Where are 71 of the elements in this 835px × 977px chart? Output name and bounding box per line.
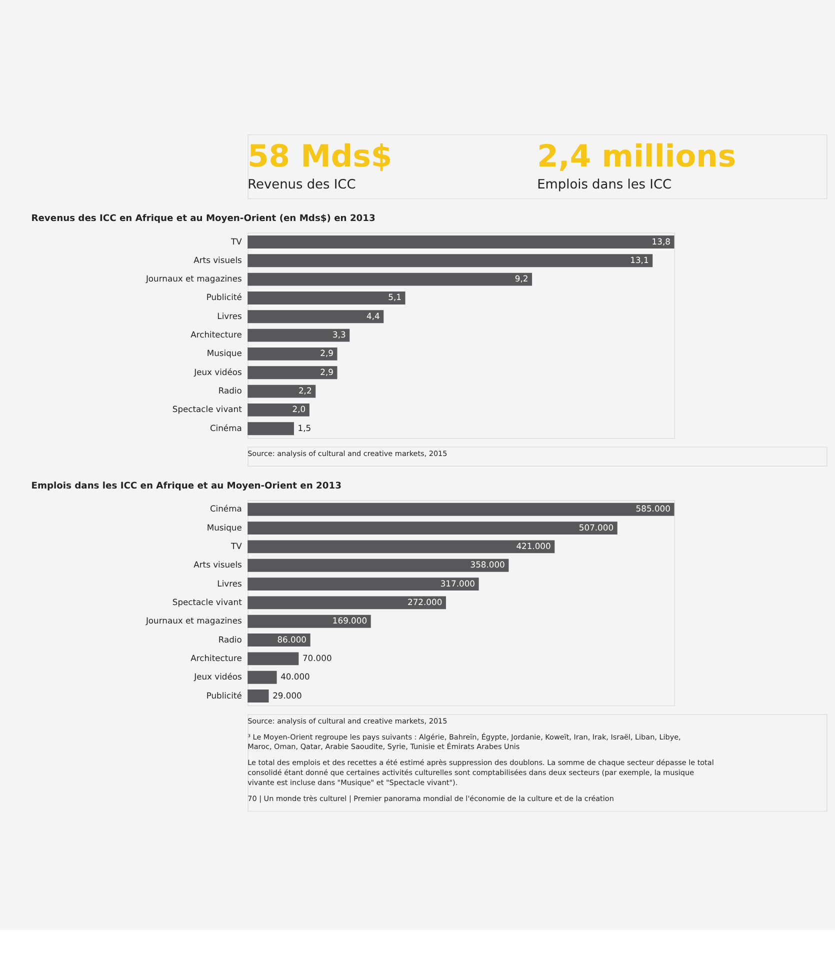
- data-label: 1,5: [298, 422, 312, 433]
- data-label: 2,2: [298, 386, 312, 396]
- bar: [248, 578, 479, 591]
- data-label: 507.000: [578, 522, 614, 532]
- bar: [248, 328, 350, 342]
- bar: [248, 403, 310, 416]
- data-label: 9,2: [514, 274, 528, 284]
- bar: [248, 690, 269, 703]
- data-label: 70.000: [302, 652, 332, 663]
- data-label: 86.000: [277, 634, 307, 644]
- y-tick-label: Jeux vidéos: [193, 672, 242, 682]
- data-label: 585.000: [636, 504, 670, 514]
- bar: [248, 347, 338, 360]
- bar: [248, 558, 509, 572]
- data-label: 272.000: [408, 596, 442, 607]
- bar: [248, 384, 316, 398]
- text: 2,4 millions: [537, 139, 736, 174]
- text: 58 Mds$: [248, 139, 392, 174]
- chart-title: Revenus des ICC en Afrique et au Moyen-Orient (en Mds$) en 2013: [31, 214, 376, 224]
- chart-title: Emplois dans les ICC en Afrique et au Moyen-Orient en 2013: [31, 482, 342, 492]
- data-label: 13,1: [630, 254, 649, 265]
- bar: [248, 254, 653, 268]
- data-label: 4,4: [366, 310, 380, 321]
- bar: [248, 596, 446, 610]
- bar: [248, 366, 338, 380]
- y-tick-label: Spectacle vivant: [172, 404, 243, 414]
- bar: [248, 540, 555, 554]
- text: Revenus des ICC: [248, 177, 356, 192]
- y-tick-label: Publicité: [206, 292, 242, 302]
- data-label: 2,9: [320, 366, 334, 377]
- data-label: 13,8: [652, 236, 670, 246]
- y-tick-label: Radio: [218, 386, 242, 396]
- bar: [248, 291, 406, 304]
- data-label: 2,0: [292, 404, 306, 414]
- data-label: 317.000: [440, 578, 475, 588]
- bar: [248, 522, 618, 535]
- data-label: 2,9: [320, 348, 334, 358]
- bar: [248, 310, 384, 324]
- y-tick-label: TV: [230, 236, 242, 246]
- y-tick-label: TV: [230, 540, 242, 551]
- y-tick-label: Publicité: [206, 690, 242, 700]
- bar: [248, 614, 371, 628]
- data-label: 29.000: [272, 690, 302, 700]
- y-tick-label: Journaux et magazines: [144, 616, 242, 626]
- data-label: 5,1: [388, 292, 402, 302]
- data-label: 358.000: [470, 560, 505, 570]
- y-tick-label: Spectacle vivant: [172, 596, 243, 607]
- bar: [248, 422, 294, 436]
- y-tick-label: Arts visuels: [194, 254, 242, 265]
- y-tick-label: Arts visuels: [194, 560, 242, 570]
- bar: [248, 272, 532, 286]
- y-tick-label: Livres: [217, 578, 242, 588]
- bar: [248, 670, 277, 684]
- data-label: 3,3: [332, 330, 346, 340]
- y-tick-label: Architecture: [190, 652, 242, 663]
- text: Emplois dans les ICC: [537, 177, 672, 192]
- data-label: 169.000: [332, 616, 368, 626]
- y-tick-label: Musique: [206, 348, 242, 358]
- y-tick-label: Musique: [206, 522, 242, 532]
- y-tick-label: Cinéma: [210, 504, 242, 514]
- y-tick-label: Radio: [218, 634, 242, 644]
- bar: [248, 235, 674, 248]
- y-tick-label: Journaux et magazines: [144, 274, 242, 284]
- y-tick-label: Architecture: [190, 330, 242, 340]
- y-tick-label: Livres: [217, 310, 242, 321]
- y-tick-label: Jeux vidéos: [193, 366, 242, 377]
- bar: [248, 502, 674, 516]
- bar: [248, 652, 299, 666]
- data-label: 40.000: [280, 672, 310, 682]
- data-label: 421.000: [516, 540, 551, 551]
- y-tick-label: Cinéma: [210, 422, 242, 433]
